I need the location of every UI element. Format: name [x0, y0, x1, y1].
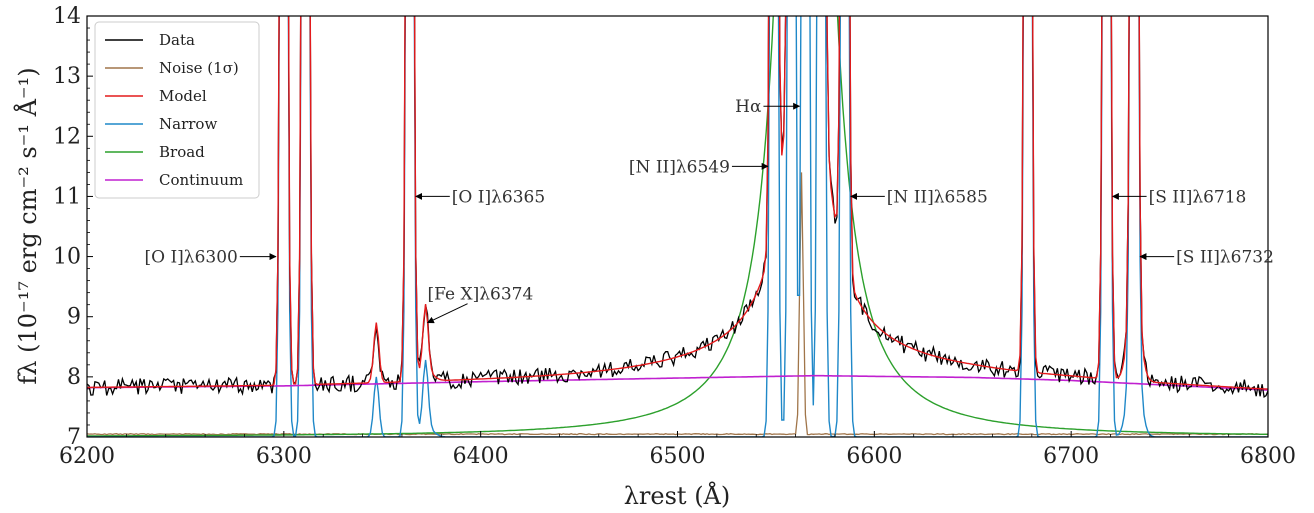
legend-label: Noise (1σ): [159, 59, 239, 77]
legend-label: Broad: [159, 143, 205, 161]
x-tick-label: 6500: [650, 444, 706, 469]
y-tick-label: 7: [67, 425, 81, 450]
legend-label: Data: [159, 31, 195, 49]
legend-label: Narrow: [159, 115, 217, 133]
legend: Data Noise (1σ) Model Narrow Broad Continuum: [94, 21, 260, 199]
x-tick-label: 6300: [256, 444, 312, 469]
continuum-series: [87, 374, 1268, 391]
data-series: [87, 16, 1268, 398]
line-label: [Fe X]λ6374: [428, 285, 534, 305]
line-annotations: [O I]λ6300 [O I]λ6365 [Fe X]λ6374 [N II]λ65…: [144, 97, 1274, 324]
legend-label: Model: [159, 87, 207, 105]
legend-box: [94, 21, 260, 199]
legend-label: Continuum: [159, 171, 243, 189]
y-tick-label: 9: [67, 305, 81, 330]
series-layer: [87, 16, 1268, 437]
line-label: [O I]λ6300: [144, 248, 237, 268]
line-label: [S II]λ6732: [1176, 248, 1274, 268]
x-tick-label: 6700: [1043, 444, 1099, 469]
broad-series: [87, 16, 1268, 437]
line-label: [S II]λ6718: [1149, 187, 1247, 207]
x-tick-label: 6600: [846, 444, 902, 469]
line-label: [N II]λ6549: [629, 157, 730, 177]
x-tick-label: 6200: [59, 444, 115, 469]
model-series: [87, 16, 1268, 390]
axis-ticks: 6200 6300 6400 6500 6600 6700 6800 7 8 9 10 11 12 13 1…: [53, 4, 1296, 469]
y-tick-label: 12: [53, 124, 81, 149]
line-label: [N II]λ6585: [887, 187, 988, 207]
y-tick-label: 11: [53, 184, 81, 209]
noise-series: [87, 172, 1268, 436]
y-tick-label: 8: [67, 365, 81, 390]
line-label: Hα: [735, 97, 762, 117]
x-tick-label: 6400: [453, 444, 509, 469]
y-tick-label: 10: [53, 245, 81, 270]
line-label: [O I]λ6365: [452, 187, 545, 207]
y-tick-label: 13: [53, 64, 81, 89]
y-axis-label: fλ (10⁻¹⁷ erg cm⁻² s⁻¹ Å⁻¹): [13, 67, 42, 384]
x-tick-label: 6800: [1240, 444, 1296, 469]
y-tick-label: 14: [53, 4, 81, 29]
narrow-series: [87, 16, 1268, 437]
x-axis-label: λrest (Å): [624, 481, 731, 510]
annotation-arrow: [426, 303, 468, 324]
